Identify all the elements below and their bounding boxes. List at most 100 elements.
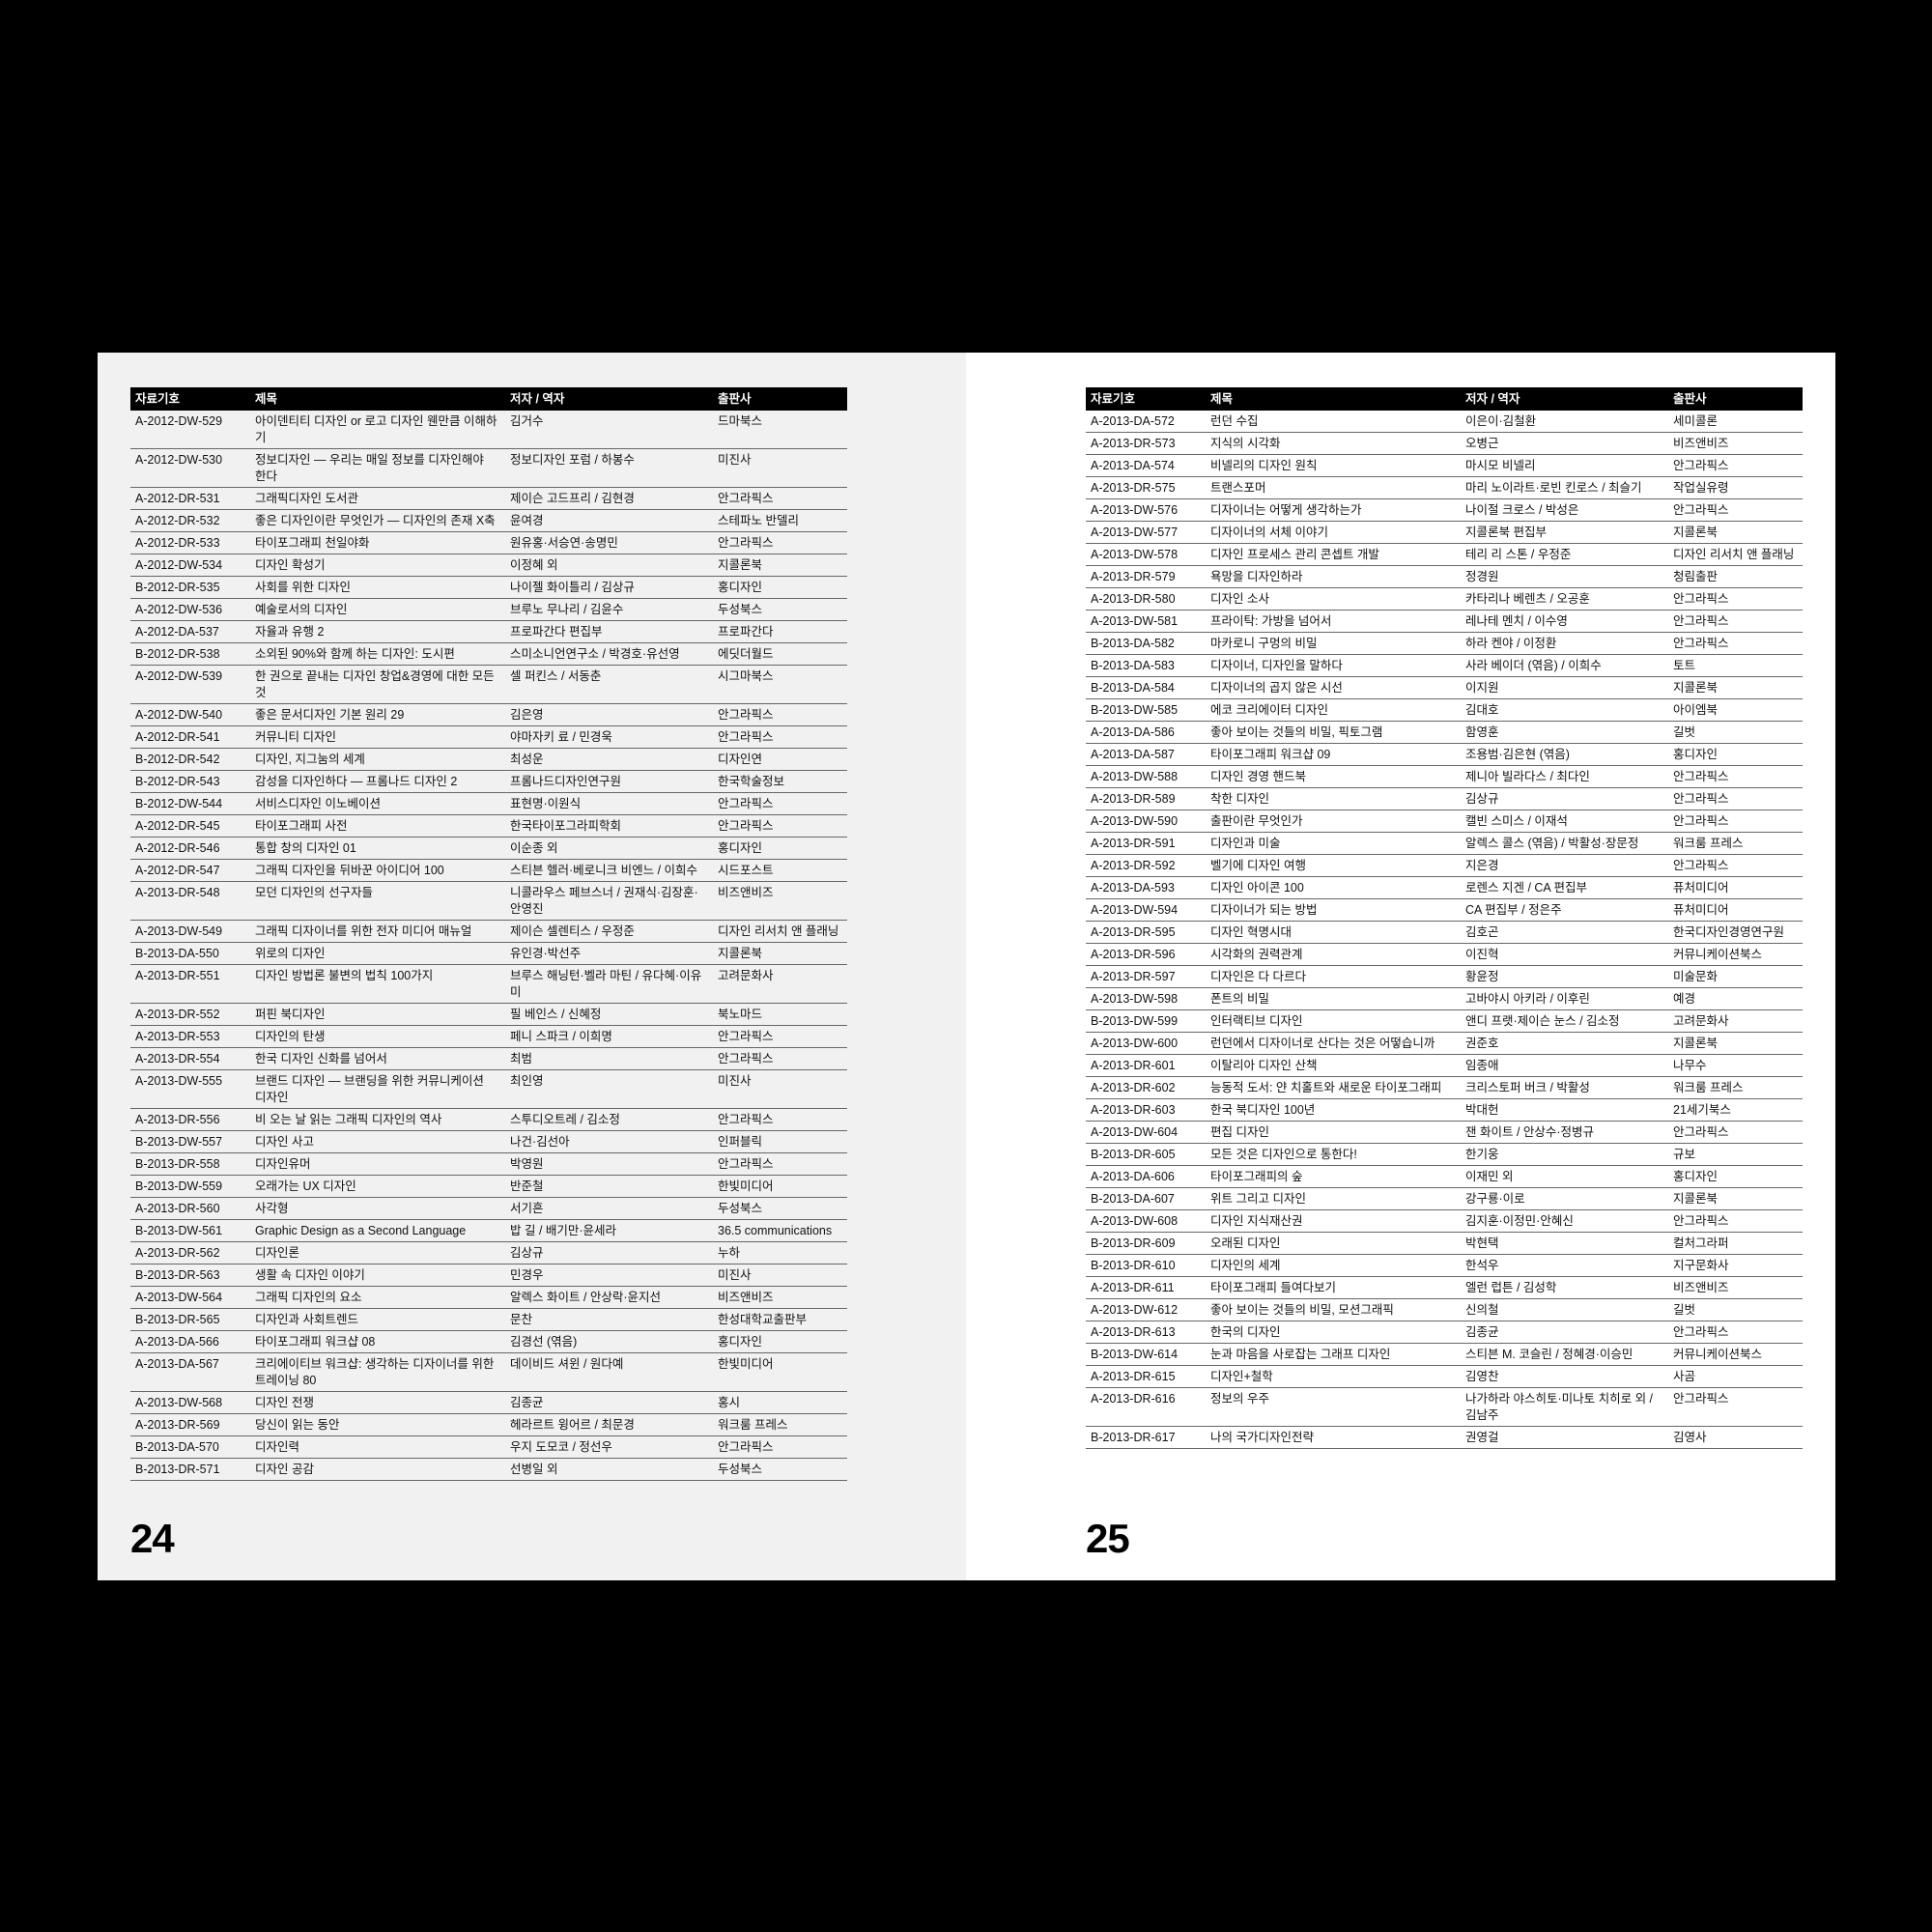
cell-call-number: B-2013-DA-582 — [1091, 637, 1175, 650]
cell-call-number: B-2013-DR-558 — [135, 1157, 220, 1171]
table-row: A-2013-DR-548 모던 디자인의 선구자들 니콜라우스 페브스너 / 권재… — [130, 882, 847, 921]
table-row: A-2013-DR-613 한국의 디자인 김종균 안그라픽스 — [1086, 1321, 1803, 1344]
cell-author-translator: 윤여경 — [510, 514, 544, 527]
cell-call-number: A-2013-DR-596 — [1091, 948, 1176, 961]
cell-title: 위트 그리고 디자인 — [1210, 1192, 1306, 1206]
table-row: B-2013-DA-570 디자인력 우지 도모코 / 정선우 안그라픽스 — [130, 1436, 847, 1459]
cell-call-number: B-2012-DW-544 — [135, 797, 223, 810]
cell-publisher: 인퍼블릭 — [718, 1135, 763, 1149]
cell-title: 그래픽 디자인을 뒤바꾼 아이디어 100 — [255, 864, 444, 877]
cell-call-number: A-2013-DR-589 — [1091, 792, 1176, 806]
cell-publisher: 한국학술정보 — [718, 775, 785, 788]
cell-publisher: 디자인연 — [718, 753, 763, 766]
cell-call-number: A-2013-DR-601 — [1091, 1059, 1176, 1072]
cell-author-translator: 권영걸 — [1465, 1431, 1499, 1444]
cell-author-translator: 함영훈 — [1465, 725, 1499, 739]
cell-author-translator: 최인영 — [510, 1074, 544, 1088]
cell-call-number: A-2013-DA-574 — [1091, 459, 1175, 472]
cell-title: 비넬리의 디자인 원칙 — [1210, 459, 1318, 472]
cell-publisher: 안그라픽스 — [1673, 1392, 1729, 1406]
cell-author-translator: 김영찬 — [1465, 1370, 1499, 1383]
table-row: B-2012-DW-544 서비스디자인 이노베이션 표현명·이원식 안그라픽스 — [130, 793, 847, 815]
cell-author-translator: 제이슨 셀렌티스 / 우정준 — [510, 924, 635, 938]
cell-publisher: 프로파간다 — [718, 625, 774, 639]
cell-publisher: 워크룸 프레스 — [1673, 837, 1744, 850]
table-row: A-2013-DR-601 이탈리아 디자인 산책 임종애 나무수 — [1086, 1055, 1803, 1077]
table-row: A-2013-DR-616 정보의 우주 나가하라 야스히토·미나토 치히로 외 /… — [1086, 1388, 1803, 1427]
table-row: B-2013-DA-584 디자이너의 곱지 않은 시선 이지원 지콜론북 — [1086, 677, 1803, 699]
table-row: B-2013-DW-599 인터랙티브 디자인 앤디 프랫·제이슨 눈스 / 김소정… — [1086, 1010, 1803, 1033]
cell-call-number: A-2013-DW-590 — [1091, 814, 1179, 828]
cell-title: 편집 디자인 — [1210, 1125, 1269, 1139]
cell-publisher: 안그라픽스 — [718, 492, 774, 505]
cell-call-number: B-2012-DR-543 — [135, 775, 220, 788]
cell-call-number: B-2013-DW-559 — [135, 1179, 223, 1193]
cell-call-number: A-2013-DR-560 — [135, 1202, 220, 1215]
cell-call-number: B-2013-DW-585 — [1091, 703, 1179, 717]
cell-title: 타이포그래피 천일야화 — [255, 536, 370, 550]
cell-publisher: 컬처그라퍼 — [1673, 1236, 1729, 1250]
column-header-call-number: 자료기호 — [135, 392, 181, 406]
cell-publisher: 21세기북스 — [1673, 1103, 1731, 1117]
table-row: B-2013-DR-558 디자인유머 박영원 안그라픽스 — [130, 1153, 847, 1176]
cell-publisher: 두성북스 — [718, 1202, 763, 1215]
cell-call-number: B-2013-DR-610 — [1091, 1259, 1176, 1272]
cell-title: 브랜드 디자인 — 브랜딩을 위한 커뮤니케이션 디자인 — [255, 1074, 484, 1104]
cell-title: 프라이탁: 가방을 넘어서 — [1210, 614, 1332, 628]
cell-author-translator: 최범 — [510, 1052, 533, 1065]
table-row: A-2013-DW-549 그래픽 디자이너를 위한 전자 미디어 매뉴얼 제이슨 … — [130, 921, 847, 943]
cell-call-number: A-2013-DW-588 — [1091, 770, 1179, 783]
cell-call-number: B-2012-DR-535 — [135, 581, 220, 594]
table-row: B-2013-DR-565 디자인과 사회트렌드 문찬 한성대학교출판부 — [130, 1309, 847, 1331]
cell-publisher: 퓨처미디어 — [1673, 903, 1729, 917]
cell-author-translator: 한석우 — [1465, 1259, 1499, 1272]
cell-call-number: A-2013-DW-598 — [1091, 992, 1179, 1006]
cell-title: 디자인 확성기 — [255, 558, 326, 572]
table-row: A-2012-DA-537 자율과 유행 2 프로파간다 편집부 프로파간다 — [130, 621, 847, 643]
cell-call-number: A-2013-DW-608 — [1091, 1214, 1179, 1228]
cell-publisher: 북노마드 — [718, 1008, 763, 1021]
cell-title: 타이포그래피 사전 — [255, 819, 348, 833]
cell-publisher: 미진사 — [718, 453, 752, 467]
cell-author-translator: 알렉스 화이트 / 안상락·윤지선 — [510, 1291, 662, 1304]
column-header-author-translator: 저자 / 역자 — [1465, 392, 1520, 406]
cell-call-number: A-2013-DR-548 — [135, 886, 220, 899]
cell-call-number: A-2013-DR-603 — [1091, 1103, 1176, 1117]
cell-title: 디자인 혁명시대 — [1210, 925, 1292, 939]
cell-publisher: 시드포스트 — [718, 864, 774, 877]
table-row: A-2013-DR-553 디자인의 탄생 페니 스파크 / 이희명 안그라픽스 — [130, 1026, 847, 1048]
cell-author-translator: 마시모 비넬리 — [1465, 459, 1536, 472]
table-header: 자료기호 제목 저자 / 역자 출판사 — [130, 387, 847, 411]
table-row: A-2013-DW-608 디자인 지식재산권 김지훈·이정민·안혜신 안그라픽스 — [1086, 1210, 1803, 1233]
cell-author-translator: 김거수 — [510, 414, 544, 428]
cell-call-number: A-2013-DR-615 — [1091, 1370, 1176, 1383]
table-row: B-2013-DR-605 모든 것은 디자인으로 통한다! 한기웅 규보 — [1086, 1144, 1803, 1166]
table-row: A-2012-DW-536 예술로서의 디자인 브루노 무나리 / 김윤수 두성북스 — [130, 599, 847, 621]
cell-call-number: A-2013-DA-593 — [1091, 881, 1175, 895]
cell-author-translator: 프롬나드디자인연구원 — [510, 775, 622, 788]
cell-title: 출판이란 무엇인가 — [1210, 814, 1303, 828]
cell-author-translator: 이순종 외 — [510, 841, 558, 855]
cell-publisher: 안그라픽스 — [718, 1440, 774, 1454]
cell-title: 디자인 경영 핸드북 — [1210, 770, 1306, 783]
cell-title: 좋아 보이는 것들의 비밀, 모션그래픽 — [1210, 1303, 1394, 1317]
cell-title: 디자인의 세계 — [1210, 1259, 1281, 1272]
cell-publisher: 안그라픽스 — [718, 536, 774, 550]
table-row: B-2013-DR-571 디자인 공감 선병일 외 두성북스 — [130, 1459, 847, 1481]
cell-call-number: A-2013-DR-595 — [1091, 925, 1176, 939]
table-row: B-2012-DR-535 사회를 위한 디자인 나이젤 화이틀리 / 김상규 홍디자… — [130, 577, 847, 599]
cell-call-number: A-2013-DR-554 — [135, 1052, 220, 1065]
table-row: A-2013-DA-572 런던 수집 이은이·김철환 세미콜론 — [1086, 411, 1803, 433]
cell-publisher: 홍디자인 — [718, 841, 763, 855]
cell-author-translator: 이은이·김철환 — [1465, 414, 1537, 428]
cell-call-number: A-2013-DR-579 — [1091, 570, 1176, 583]
cell-call-number: A-2012-DW-540 — [135, 708, 223, 722]
table-row: A-2013-DW-604 편집 디자인 잰 화이트 / 안상수·정병규 안그라픽스 — [1086, 1122, 1803, 1144]
cell-author-translator: 한국타이포그라피학회 — [510, 819, 622, 833]
table-row: B-2013-DW-585 에코 크리에이터 디자인 김대호 아이엠북 — [1086, 699, 1803, 722]
cell-title: 통합 창의 디자인 01 — [255, 841, 356, 855]
table-row: A-2013-DR-575 트랜스포머 마리 노이라트·로빈 킨로스 / 최슬기 작업… — [1086, 477, 1803, 499]
table-row: A-2013-DA-567 크리에이티브 워크샵: 생각하는 디자이너를 위한 트… — [130, 1353, 847, 1392]
cell-author-translator: 스투디오트레 / 김소정 — [510, 1113, 620, 1126]
cell-author-translator: 지은경 — [1465, 859, 1499, 872]
